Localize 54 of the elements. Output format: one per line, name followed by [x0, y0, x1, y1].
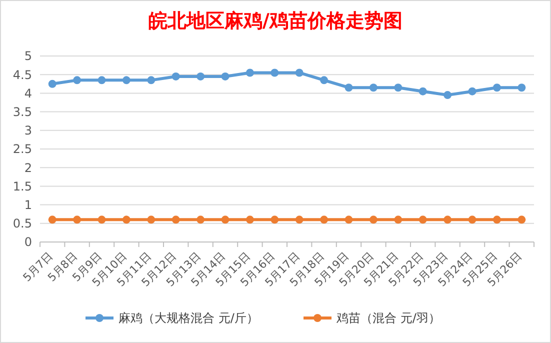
point: [295, 216, 304, 224]
point: [221, 72, 230, 80]
point: [270, 68, 279, 77]
y-tick-label: 3: [24, 124, 32, 138]
y-tick-label: 2: [24, 160, 32, 175]
point: [492, 216, 501, 224]
point: [394, 216, 402, 224]
y-tick-label: 0.5: [12, 216, 32, 231]
point: [246, 216, 254, 224]
point: [518, 216, 526, 224]
point: [369, 84, 378, 92]
point: [418, 216, 427, 224]
point: [418, 87, 427, 96]
point: [196, 216, 205, 224]
y-tick-label: 2.5: [12, 142, 32, 156]
legend-label: 鸡苗（混合 元/羽）: [336, 311, 440, 326]
point: [320, 76, 328, 84]
y-tick-label: 1: [24, 198, 32, 212]
point: [98, 216, 106, 224]
point: [295, 68, 304, 77]
point: [122, 216, 130, 224]
chart-title: 皖北地区麻鸡/鸡苗价格走势图: [148, 10, 402, 32]
point: [394, 84, 402, 92]
point: [344, 216, 353, 224]
point: [48, 80, 56, 88]
y-tick-label: 4.5: [12, 68, 32, 82]
point: [196, 72, 205, 80]
point: [344, 84, 353, 92]
y-tick-label: 5: [24, 49, 32, 64]
y-tick-label: 1.5: [12, 179, 32, 194]
y-tick-label: 3.5: [12, 105, 32, 119]
point: [320, 216, 328, 224]
point: [444, 216, 452, 224]
point: [518, 84, 526, 92]
point: [98, 76, 106, 84]
point: [73, 76, 82, 84]
point: [122, 76, 130, 84]
point: [444, 91, 452, 100]
point: [147, 76, 156, 84]
point: [172, 72, 180, 80]
point: [48, 216, 56, 224]
point: [246, 68, 254, 77]
y-tick-label: 0: [24, 235, 32, 250]
point: [147, 216, 156, 224]
point: [369, 216, 378, 224]
y-tick-label: 4: [24, 86, 32, 100]
point: [270, 216, 279, 224]
point: [221, 216, 230, 224]
point: [73, 216, 82, 224]
point: [468, 87, 476, 96]
point: [468, 216, 476, 224]
point: [492, 84, 501, 92]
legend-label: 麻鸡（大规格混合 元/斤）: [118, 311, 258, 326]
point: [172, 216, 180, 224]
